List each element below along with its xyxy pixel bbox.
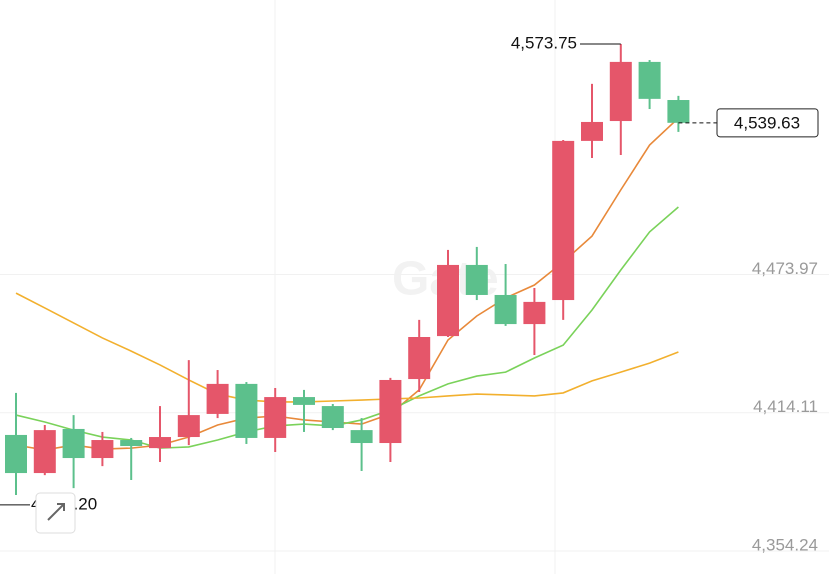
candle-body — [350, 430, 373, 444]
candle-body — [293, 397, 315, 405]
candle-body — [379, 379, 402, 444]
expand-button[interactable] — [35, 492, 76, 534]
candle-body — [235, 383, 258, 438]
candle-body — [120, 440, 143, 447]
candle-body — [321, 406, 344, 429]
candle-body — [494, 294, 517, 325]
candle-body — [581, 121, 603, 141]
candle-body — [264, 397, 287, 438]
moving-average-line — [15, 292, 679, 403]
candle-body — [149, 437, 171, 449]
candle-body — [206, 383, 229, 414]
high-label: 4,573.75 — [511, 33, 577, 52]
last-price-label: 4,539.63 — [734, 113, 800, 132]
expand-icon — [47, 503, 65, 521]
candle-body — [33, 430, 56, 474]
candle-body — [667, 100, 690, 123]
last-price-box — [716, 108, 819, 138]
candle-body — [408, 337, 431, 380]
y-tick-label: 4,473.97 — [752, 259, 818, 278]
y-tick-label: 4,354.24 — [752, 536, 818, 555]
candle-body — [177, 415, 200, 438]
candle-body — [5, 434, 27, 474]
candle-body — [552, 140, 575, 301]
candle-body — [638, 61, 661, 99]
moving-average-line — [15, 206, 679, 449]
y-tick-label: 4,414.11 — [753, 397, 818, 416]
candle-body — [465, 264, 488, 295]
candle-body — [437, 264, 459, 337]
candle-body — [523, 301, 546, 325]
candle-body — [609, 61, 632, 122]
candle-body — [62, 428, 85, 459]
candle-body — [91, 440, 114, 459]
